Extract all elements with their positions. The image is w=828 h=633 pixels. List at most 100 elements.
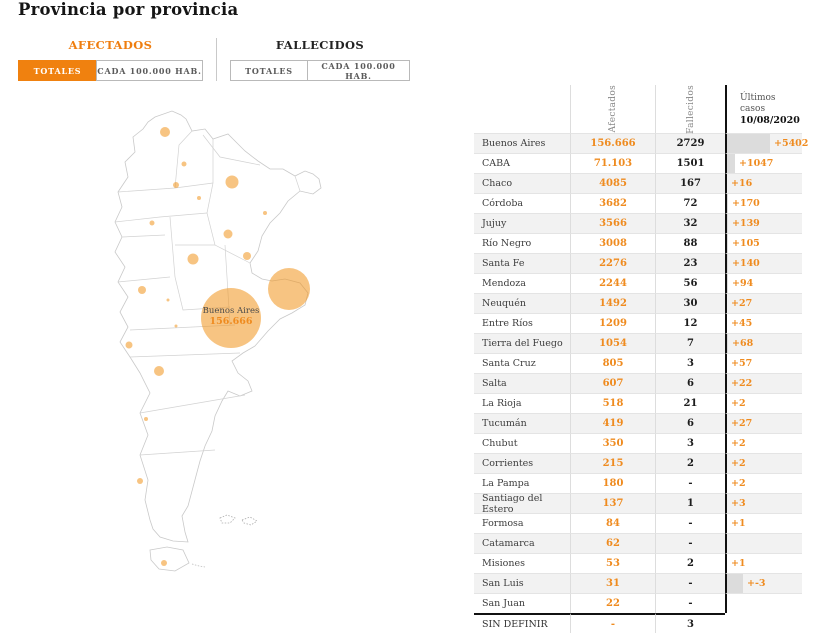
fallecidos-value: 56	[655, 273, 725, 293]
ultimos-casos-cell: +-3	[725, 573, 802, 594]
new-cases-value: +2	[731, 478, 746, 489]
fallecidos-totales-button[interactable]: TOTALES	[230, 60, 308, 81]
bubble-neuquen[interactable]	[125, 341, 133, 349]
ultimos-casos-cell: +27	[725, 413, 802, 433]
table-row: San Luis 31- +-3	[474, 573, 802, 594]
fallecidos-value: 6	[655, 373, 725, 393]
afectados-value: 156.666	[570, 133, 655, 153]
filter-controls: AFECTADOS TOTALES CADA 100.000 HAB. FALL…	[18, 38, 410, 81]
bubble-santiago-del-estero[interactable]	[197, 196, 201, 200]
fallecidos-value: 3	[655, 433, 725, 453]
afectados-value: 53	[570, 553, 655, 573]
ultimos-casos-cell: +1	[725, 553, 802, 573]
header-afectados: Afectados	[570, 85, 655, 133]
ultimos-casos-cell: +2	[725, 433, 802, 453]
afectados-value: 2276	[570, 253, 655, 273]
ultimos-casos-cell: +140	[725, 253, 802, 274]
new-cases-value: +139	[732, 218, 760, 229]
afectados-value: 3682	[570, 193, 655, 213]
bubble-salta[interactable]	[181, 161, 187, 167]
fallecidos-value: 167	[655, 173, 725, 193]
bubble-la-pampa[interactable]	[174, 324, 178, 328]
fallecidos-value: 2	[655, 553, 725, 573]
ultimos-casos-cell	[725, 593, 802, 613]
bubble-cordoba[interactable]	[187, 253, 199, 265]
province-table: Afectados Fallecidos Últimos casos 10/08…	[474, 85, 808, 633]
table-row: Formosa 84- +1	[474, 513, 802, 533]
new-cases-bar	[727, 253, 728, 274]
bubble-santa-fe[interactable]	[223, 229, 233, 239]
afectados-value: 2244	[570, 273, 655, 293]
province-bubbles	[125, 127, 310, 566]
table-row: Santa Cruz 805 3 +57	[474, 353, 802, 373]
bubble-santa-cruz[interactable]	[137, 478, 143, 484]
province-name: La Rioja	[474, 393, 570, 413]
fallecidos-value: 21	[655, 393, 725, 413]
fallecidos-value: 2729	[655, 133, 725, 153]
ultimos-casos-cell: +2	[725, 473, 802, 493]
province-name: Chaco	[474, 173, 570, 193]
afectados-value: 215	[570, 453, 655, 473]
malvinas-islands	[220, 515, 257, 525]
new-cases-bar	[727, 233, 728, 254]
table-row: La Pampa 180- +2	[474, 473, 802, 493]
ultimos-casos-cell: +68	[725, 333, 802, 354]
ultimos-casos-cell: +1047	[725, 153, 802, 174]
ultimos-casos-cell: +1	[725, 513, 802, 533]
bubble-chaco[interactable]	[225, 175, 239, 189]
bubble-entre-rios[interactable]	[243, 252, 251, 260]
bubble-rio-negro[interactable]	[154, 366, 164, 376]
fallecidos-value: -	[655, 533, 725, 553]
bubble-buenos-aires[interactable]	[201, 288, 261, 348]
afectados-value: 31	[570, 573, 655, 593]
fallecidos-value: 23	[655, 253, 725, 273]
bubble-chubut[interactable]	[144, 417, 148, 421]
table-row: Santiago del Estero 137 1 +3	[474, 493, 802, 515]
province-name: Santa Fe	[474, 253, 570, 273]
fallecidos-per100k-button[interactable]: CADA 100.000 HAB.	[307, 60, 410, 81]
fallecidos-value: 12	[655, 313, 725, 333]
province-name: Santiago del Estero	[474, 493, 570, 515]
new-cases-value: +3	[731, 498, 746, 509]
bubble-caba[interactable]	[268, 268, 310, 310]
table-row: Corrientes 215 2 +2	[474, 453, 802, 473]
bubble-la-rioja[interactable]	[149, 220, 155, 226]
ultimos-casos-cell: +170	[725, 193, 802, 214]
header-fallecidos-label: Fallecidos	[685, 84, 696, 134]
table-header: Afectados Fallecidos Últimos casos 10/08…	[474, 85, 802, 133]
new-cases-bar	[727, 333, 728, 354]
bubble-tierra-del-fuego[interactable]	[161, 560, 167, 566]
controls-divider	[216, 38, 217, 81]
afectados-value: 3566	[570, 213, 655, 233]
province-name: Corrientes	[474, 453, 570, 473]
ultimos-casos-cell	[725, 613, 802, 633]
table-total-row: SIN DEFINIR -3	[474, 613, 802, 633]
table-row: Buenos Aires 156.666 2729 +5402	[474, 133, 808, 154]
afectados-value: 62	[570, 533, 655, 553]
new-cases-value: +5402	[774, 138, 809, 149]
new-cases-bar	[727, 153, 735, 174]
map-bubble-label-province: Buenos Aires	[203, 306, 260, 316]
new-cases-bar	[727, 133, 770, 154]
bubble-san-luis[interactable]	[166, 298, 170, 302]
province-name: La Pampa	[474, 473, 570, 493]
province-name: Misiones	[474, 553, 570, 573]
province-name: Santa Cruz	[474, 353, 570, 373]
table-row: Chubut 350 3 +2	[474, 433, 802, 453]
province-name: Tucumán	[474, 413, 570, 433]
bubble-corrientes[interactable]	[263, 211, 267, 215]
bubble-tucuman[interactable]	[173, 182, 179, 188]
afectados-value: 607	[570, 373, 655, 393]
new-cases-bar	[727, 213, 728, 234]
afectados-value: 84	[570, 513, 655, 533]
afectados-per100k-button[interactable]: CADA 100.000 HAB.	[96, 60, 203, 81]
fallecidos-value: -	[655, 573, 725, 593]
afectados-value: 350	[570, 433, 655, 453]
fallecidos-value: -	[655, 513, 725, 533]
afectados-totales-button[interactable]: TOTALES	[18, 60, 97, 81]
new-cases-value: +1	[731, 558, 746, 569]
table-row: Santa Fe 2276 23 +140	[474, 253, 802, 274]
bubble-mendoza[interactable]	[138, 286, 146, 294]
bubble-jujuy[interactable]	[160, 127, 170, 137]
province-name: San Juan	[474, 593, 570, 613]
